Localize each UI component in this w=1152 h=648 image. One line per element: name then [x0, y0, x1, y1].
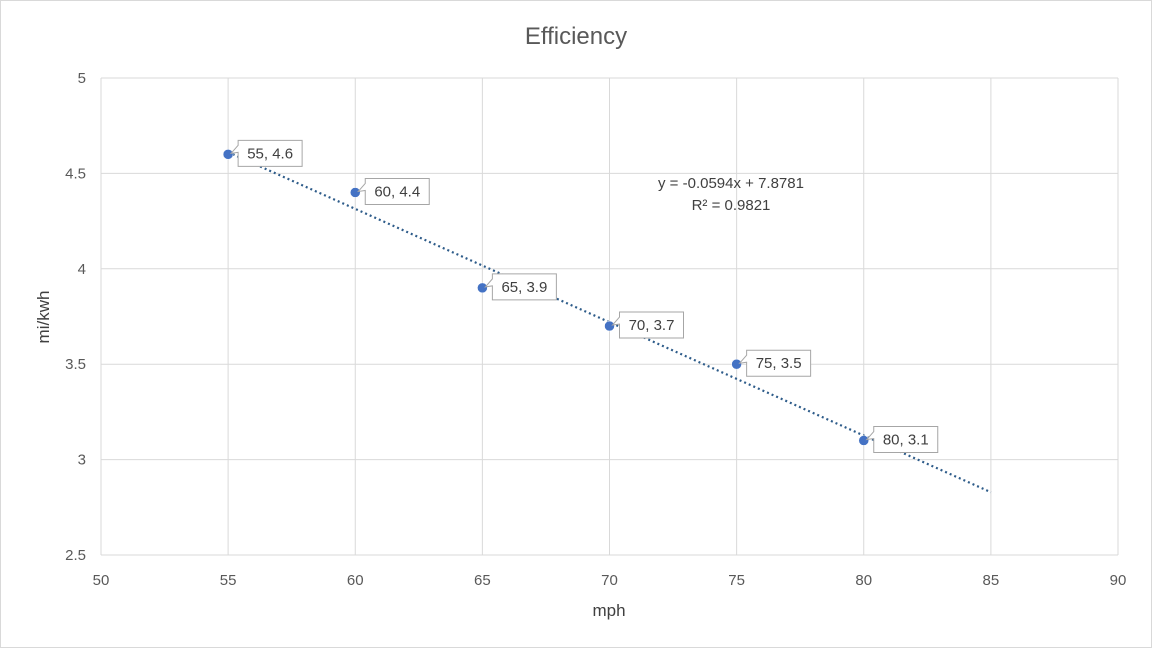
- data-label-1: 60, 4.4: [356, 177, 430, 205]
- data-label-box-4: [738, 349, 812, 377]
- data-label-text-1: 60, 4.4: [374, 183, 420, 200]
- data-label-box-0: [229, 139, 303, 167]
- data-label-5: 80, 3.1: [865, 426, 939, 454]
- x-axis-label: mph: [592, 601, 625, 620]
- y-tick-label-2: 3.5: [65, 356, 86, 373]
- y-tick-label-1: 3: [78, 452, 86, 469]
- y-tick-label-5: 5: [78, 70, 86, 87]
- x-tick-label-2: 60: [347, 572, 364, 589]
- x-tick-label-8: 90: [1110, 572, 1127, 589]
- data-point-0: [222, 149, 234, 160]
- data-point-5: [858, 435, 869, 446]
- data-point-3: [604, 320, 615, 332]
- data-label-0: 55, 4.6: [229, 139, 303, 167]
- data-label-box-3: [611, 311, 684, 339]
- y-tick-labels: 2.5 3 3.5 4 4.5 5: [65, 70, 86, 564]
- data-label-2: 65, 3.9: [484, 273, 557, 301]
- data-point-2: [477, 282, 488, 294]
- data-label-box-5: [865, 426, 939, 454]
- trendline-equation: y = -0.0594x + 7.8781: [658, 175, 804, 192]
- trendline-r-squared: R² = 0.9821: [692, 197, 771, 214]
- x-tick-label-4: 70: [601, 572, 618, 589]
- data-label-box-2: [484, 273, 557, 301]
- data-labels: 55, 4.6 60, 4.4 65, 3.9 70, 3.7 75, 3.5 80, 3…: [229, 139, 939, 454]
- data-label-text-5: 80, 3.1: [883, 432, 929, 449]
- gridlines: [100, 77, 1119, 556]
- data-label-text-0: 55, 4.6: [247, 145, 293, 162]
- data-label-box-1: [356, 177, 430, 205]
- data-points: [222, 149, 869, 446]
- y-tick-label-4: 4.5: [65, 165, 86, 182]
- data-label-3: 70, 3.7: [611, 311, 684, 339]
- data-label-text-3: 70, 3.7: [629, 317, 675, 334]
- x-tick-label-6: 80: [855, 572, 872, 589]
- data-point-1: [350, 187, 361, 198]
- x-tick-label-5: 75: [728, 572, 745, 589]
- data-label-4: 75, 3.5: [738, 349, 812, 377]
- data-point-4: [731, 358, 742, 370]
- chart-title: Efficiency: [525, 23, 627, 50]
- x-tick-label-1: 55: [220, 572, 237, 589]
- x-tick-label-3: 65: [474, 572, 491, 589]
- y-axis-label: mi/kwh: [34, 291, 53, 344]
- y-tick-label-3: 4: [78, 261, 86, 278]
- y-tick-label-0: 2.5: [65, 547, 86, 564]
- x-tick-labels: 50 55 60 65 70 75 80 85 90: [93, 572, 1127, 589]
- x-tick-label-7: 85: [983, 572, 1000, 589]
- x-tick-label-0: 50: [93, 572, 110, 589]
- data-label-text-2: 65, 3.9: [501, 279, 547, 296]
- data-label-text-4: 75, 3.5: [756, 355, 802, 372]
